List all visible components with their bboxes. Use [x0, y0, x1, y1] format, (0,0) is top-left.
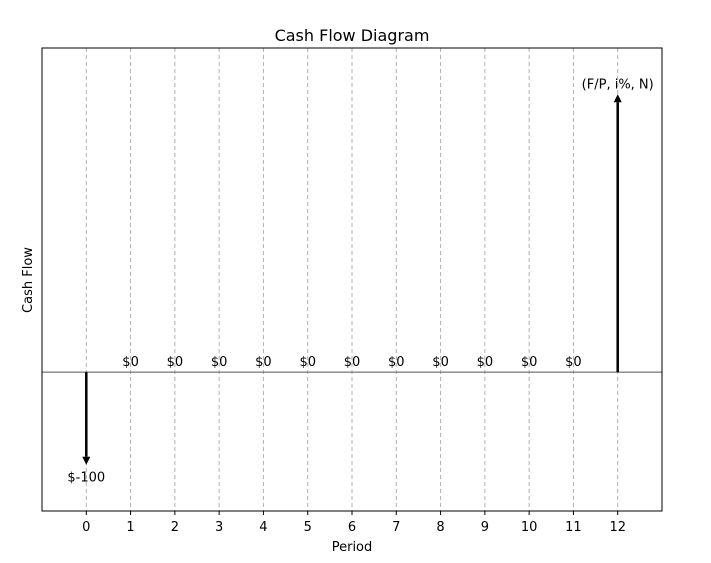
x-tick-label: 11	[565, 520, 582, 535]
x-tick-label: 1	[126, 520, 134, 535]
cash-flow-arrows	[82, 94, 622, 465]
cash-flow-label: $0	[122, 355, 139, 370]
x-tick-label: 2	[171, 520, 179, 535]
cash-flow-label: $0	[211, 355, 228, 370]
cash-flow-label: $0	[255, 355, 272, 370]
chart-title: Cash Flow Diagram	[275, 26, 430, 45]
grid-lines	[85, 48, 619, 511]
cash-flow-label: $0	[565, 355, 582, 370]
x-tick-label: 12	[609, 520, 626, 535]
x-tick-label: 7	[392, 520, 400, 535]
cash-flow-label: $0	[167, 355, 184, 370]
x-tick-label: 9	[481, 520, 489, 535]
x-tick-label: 5	[304, 520, 312, 535]
cash-flow-label: $-100	[67, 471, 105, 486]
cash-flow-label: $0	[344, 355, 361, 370]
x-tick-label: 6	[348, 520, 356, 535]
x-tick-label: 0	[82, 520, 90, 535]
x-ticks: 0 1 2 3 4 5 6 7 8 9 10 11 12	[82, 511, 626, 535]
cash-flow-arrowhead	[613, 94, 622, 103]
cash-flow-label: $0	[299, 355, 316, 370]
cash-flow-labels: $-100 $0 $0 $0 $0 $0 $0 $0 $0 $0 $0 $0 (F/P, i%, N)	[67, 77, 653, 485]
y-axis-label: Cash Flow	[21, 247, 36, 313]
cash-flow-arrowhead	[82, 456, 91, 465]
x-tick-label: 10	[521, 520, 538, 535]
cash-flow-label: $0	[388, 355, 405, 370]
cash-flow-label: $0	[521, 355, 538, 370]
x-axis-label: Period	[332, 540, 373, 555]
cash-flow-label: $0	[432, 355, 449, 370]
cash-flow-label: $0	[477, 355, 494, 370]
cash-flow-label: (F/P, i%, N)	[582, 77, 654, 92]
x-tick-label: 8	[436, 520, 444, 535]
x-tick-label: 3	[215, 520, 223, 535]
x-tick-label: 4	[259, 520, 267, 535]
